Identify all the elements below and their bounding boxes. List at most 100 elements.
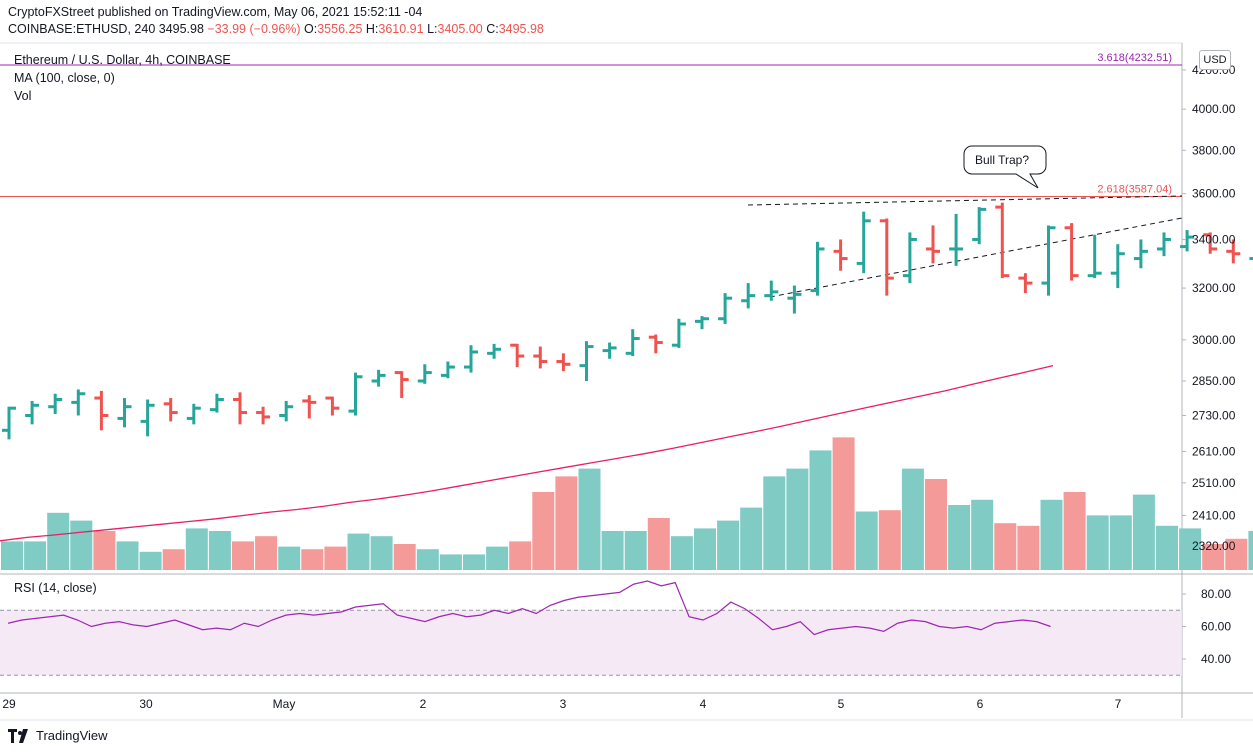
volume-bar (393, 544, 416, 570)
published-line: CryptoFXStreet published on TradingView.… (8, 5, 423, 19)
volume-bar (740, 507, 763, 570)
volume-bar (670, 536, 693, 570)
volume-bar (1156, 525, 1178, 570)
time-tick-label: 6 (977, 697, 984, 711)
volume-bar (832, 437, 855, 570)
grid-lines (0, 42, 1253, 721)
volume-bar (624, 531, 647, 570)
volume-bar (809, 450, 832, 570)
time-tick-label: 29 (2, 697, 16, 711)
time-tick-label: 2 (420, 697, 427, 711)
price-tick-label: 3000.00 (1192, 333, 1236, 347)
rsi-legend[interactable]: RSI (14, close) (14, 581, 97, 595)
volume-bar (717, 520, 740, 570)
volume-bar (185, 528, 208, 570)
volume-bar (925, 479, 947, 570)
symbol-legend[interactable]: Ethereum / U.S. Dollar, 4h, COINBASE (14, 53, 231, 67)
price-tick-label: 2410.00 (1192, 508, 1236, 522)
volume-bar (439, 554, 462, 570)
symbol-line: COINBASE:ETHUSD, 240 (8, 22, 156, 36)
volume-bar (278, 546, 301, 570)
rsi-axis[interactable]: 40.00 60.00 80.00 (1182, 587, 1231, 666)
high-value: 3610.91 (378, 22, 424, 36)
volume-bar (116, 541, 139, 570)
currency-button[interactable]: USD (1199, 50, 1231, 70)
volume-bar (971, 499, 994, 570)
volume-bar (1, 541, 23, 570)
wedge-upper-line (747, 195, 1183, 206)
volume-bar (370, 536, 393, 570)
price-tick-label: 2610.00 (1192, 445, 1236, 459)
vol-legend[interactable]: Vol (14, 89, 32, 103)
volume-bar (1202, 544, 1225, 570)
rsi-tick-label: 80.00 (1201, 587, 1231, 601)
price-tick-label: 3400.00 (1192, 232, 1236, 246)
rsi-tick-label: 40.00 (1201, 652, 1231, 666)
volume-bar (532, 492, 555, 570)
volume-bar (162, 549, 185, 570)
price-tick-label: 2730.00 (1192, 408, 1236, 422)
time-tick-label: May (273, 697, 296, 711)
volume-bar (232, 541, 254, 570)
footer-brand: TradingView (36, 728, 108, 743)
volume-bar (855, 511, 878, 570)
open-value: 3556.25 (317, 22, 363, 36)
volume-bar (93, 531, 116, 570)
ma-line-path (0, 365, 1054, 542)
ohlc-line: COINBASE:ETHUSD, 240 3495.98 −33.99 (−0.… (8, 22, 544, 36)
bull-trap-callout: Bull Trap? (963, 145, 1047, 189)
ma-line (0, 365, 1054, 542)
volume-bar (347, 533, 370, 570)
price-tick-label: 4000.00 (1192, 102, 1236, 116)
volume-bar (47, 512, 70, 570)
ma-legend[interactable]: MA (100, close, 0) (14, 71, 115, 85)
time-tick-label: 3 (560, 697, 567, 711)
callout-text: Bull Trap? (975, 153, 1029, 167)
volume-bar (509, 541, 532, 570)
time-tick-label: 7 (1115, 697, 1122, 711)
price-tick-label: 2320.00 (1192, 539, 1236, 553)
volume-bar (901, 468, 924, 570)
volume-bar (763, 476, 786, 570)
volume-bar (578, 468, 601, 570)
volume-bar (1248, 531, 1253, 570)
low-label: L: (427, 22, 438, 36)
rsi-pane (0, 580, 1182, 676)
volume-bar (486, 546, 509, 570)
volume-bar (1109, 515, 1132, 570)
volume-bars (1, 437, 1253, 570)
volume-bar (878, 510, 901, 570)
volume-bar (1017, 525, 1040, 570)
volume-bar (1179, 528, 1202, 570)
rsi-tick-label: 60.00 (1201, 620, 1231, 634)
wedge-lower-line (769, 217, 1183, 298)
volume-bar (70, 520, 93, 570)
volume-bar (1132, 494, 1155, 570)
volume-bar (647, 518, 670, 570)
close-label: C: (486, 22, 499, 36)
fib-levels: 3.618(4232.51) 2.618(3587.04) (0, 52, 1182, 198)
time-tick-label: 5 (838, 697, 845, 711)
time-axis[interactable]: 29 30 May 2 3 4 5 6 7 (2, 697, 1121, 711)
volume-bar (324, 546, 347, 570)
price-tick-label: 3600.00 (1192, 187, 1236, 201)
volume-bar (1086, 515, 1109, 570)
callout-bubble (963, 145, 1047, 189)
volume-bar (208, 531, 231, 570)
volume-bar (786, 468, 809, 570)
close-value: 3495.98 (498, 22, 544, 36)
price-axis[interactable]: 2320.00 2410.00 2510.00 2610.00 2730.00 2850.… (1182, 63, 1236, 553)
rsi-line (7, 580, 1051, 636)
footer[interactable]: TradingView (8, 728, 108, 743)
price-tick-label: 2850.00 (1192, 374, 1236, 388)
volume-bar (601, 531, 624, 570)
volume-bar (1040, 499, 1063, 570)
price-change: −33.99 (−0.96%) (207, 22, 301, 36)
last-price: 3495.98 (158, 22, 204, 36)
volume-bar (301, 549, 324, 570)
volume-bar (463, 554, 485, 570)
price-tick-label: 2510.00 (1192, 476, 1236, 490)
fib-label: 3.618(4232.51) (1097, 52, 1172, 64)
volume-bar (1063, 492, 1086, 570)
